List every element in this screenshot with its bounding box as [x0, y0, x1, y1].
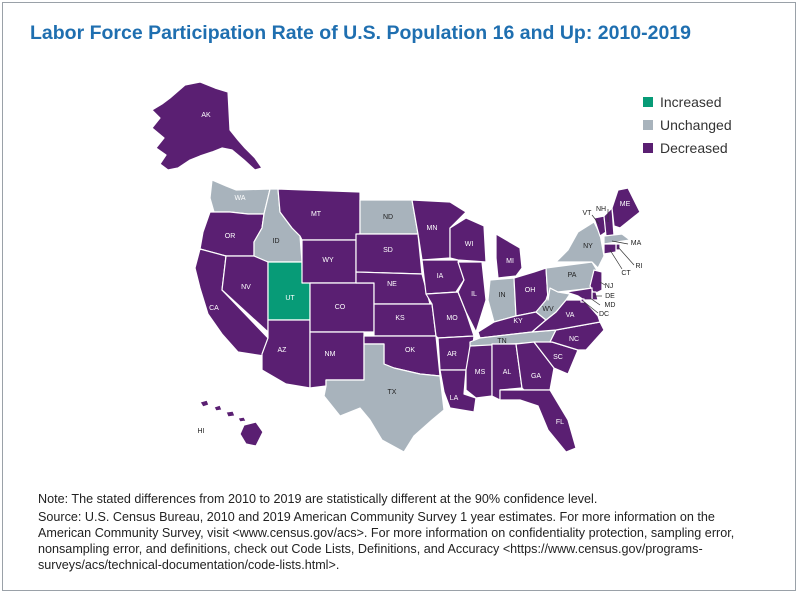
- label-CO: CO: [335, 304, 346, 311]
- label-IN: IN: [499, 292, 506, 299]
- state-IN: [487, 277, 517, 323]
- label-VT: VT: [583, 210, 593, 217]
- label-ND: ND: [383, 214, 393, 221]
- label-SC: SC: [553, 354, 563, 361]
- label-KY: KY: [513, 318, 523, 325]
- state-AZ: [261, 319, 311, 389]
- label-NC: NC: [569, 336, 579, 343]
- map-legend: Increased Unchanged Decreased: [643, 90, 732, 159]
- label-MT: MT: [311, 211, 322, 218]
- figure-notes: Note: The stated differences from 2010 t…: [38, 491, 768, 575]
- state-KS: [373, 303, 437, 337]
- label-MN: MN: [427, 225, 438, 232]
- leader-lines: [582, 209, 635, 314]
- label-CA: CA: [209, 305, 219, 312]
- legend-item-unchanged: Unchanged: [643, 113, 732, 136]
- label-HI: HI: [198, 428, 205, 435]
- label-CT: CT: [621, 270, 631, 277]
- state-MD: [565, 287, 593, 301]
- state-AK: [151, 81, 263, 171]
- state-TX: [323, 343, 445, 453]
- legend-swatch-increased: [643, 96, 653, 107]
- legend-item-increased: Increased: [643, 90, 732, 113]
- label-RI: RI: [636, 263, 643, 270]
- legend-item-decreased: Decreased: [643, 136, 732, 159]
- label-TX: TX: [388, 389, 397, 396]
- label-UT: UT: [285, 295, 295, 302]
- label-MS: MS: [475, 369, 486, 376]
- label-ME: ME: [620, 201, 631, 208]
- state-FL: [499, 389, 577, 453]
- label-AR: AR: [447, 351, 457, 358]
- state-NY: [555, 221, 605, 269]
- label-ID: ID: [273, 238, 280, 245]
- label-FL: FL: [556, 419, 564, 426]
- label-TN: TN: [497, 338, 506, 345]
- label-NH: NH: [596, 206, 606, 213]
- label-GA: GA: [531, 373, 541, 380]
- state-labels: AK HI WA OR CA ID NV UT AZ MT WY CO NM N…: [198, 112, 643, 435]
- label-AZ: AZ: [278, 347, 288, 354]
- label-NM: NM: [325, 351, 336, 358]
- source-text: Source: U.S. Census Bureau, 2010 and 201…: [38, 510, 735, 572]
- label-MO: MO: [446, 315, 458, 322]
- label-AL: AL: [503, 369, 512, 376]
- label-AK: AK: [201, 112, 211, 119]
- label-NE: NE: [387, 281, 397, 288]
- state-MA: [603, 233, 631, 245]
- state-HI: [199, 399, 264, 447]
- label-DC: DC: [599, 311, 609, 318]
- label-MD: MD: [605, 302, 616, 309]
- state-IL: [457, 261, 487, 333]
- label-MI: MI: [506, 258, 514, 265]
- label-WI: WI: [465, 241, 474, 248]
- state-IA: [421, 259, 465, 295]
- label-KS: KS: [395, 315, 405, 322]
- map-title: Labor Force Participation Rate of U.S. P…: [30, 22, 691, 44]
- label-NY: NY: [583, 243, 593, 250]
- label-OH: OH: [525, 287, 536, 294]
- label-IL: IL: [471, 291, 477, 298]
- legend-label-increased: Increased: [660, 93, 722, 110]
- legend-swatch-decreased: [643, 142, 653, 153]
- legend-swatch-unchanged: [643, 119, 653, 130]
- label-DE: DE: [605, 293, 615, 300]
- label-WY: WY: [322, 257, 334, 264]
- state-SD: [355, 233, 423, 275]
- label-IA: IA: [437, 273, 444, 280]
- state-MI: [495, 233, 523, 279]
- label-SD: SD: [383, 247, 393, 254]
- label-NJ: NJ: [605, 283, 614, 290]
- label-PA: PA: [568, 272, 577, 279]
- label-OK: OK: [405, 347, 415, 354]
- legend-label-unchanged: Unchanged: [660, 116, 732, 133]
- note-text: Note: The stated differences from 2010 t…: [38, 492, 598, 506]
- label-LA: LA: [450, 395, 459, 402]
- label-NV: NV: [241, 284, 251, 291]
- state-WI: [449, 217, 487, 263]
- label-WV: WV: [542, 306, 554, 313]
- label-VA: VA: [566, 312, 575, 319]
- label-MA: MA: [631, 240, 642, 247]
- state-CT: [603, 243, 617, 255]
- state-ME: [611, 187, 641, 229]
- label-WA: WA: [234, 195, 245, 202]
- label-OR: OR: [225, 233, 236, 240]
- state-SC: [533, 341, 579, 375]
- legend-label-decreased: Decreased: [660, 139, 728, 156]
- state-NJ: [589, 269, 603, 295]
